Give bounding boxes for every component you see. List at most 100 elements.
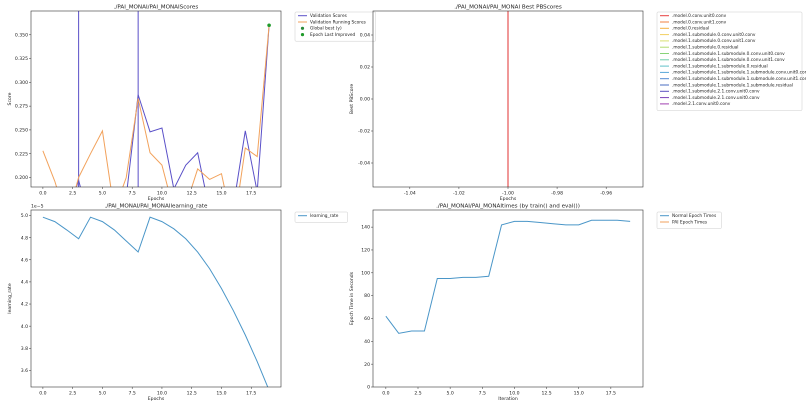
y-tick-label: 100 <box>361 270 370 276</box>
legend-entry: .model.1.submodule.1.submodule.1.submodu… <box>672 82 793 88</box>
legend-entry: .model.1.submodule.0.conv.unit1.conv <box>672 38 756 44</box>
plot-frame <box>372 10 644 188</box>
legend-entry: PAI Epoch Times <box>672 219 708 225</box>
legend-entry: Validation Scores <box>310 13 348 19</box>
legend-entry: Validation Running Scores <box>310 19 367 25</box>
x-tick-label: 7.5 <box>129 391 136 397</box>
plot-frame <box>30 10 282 188</box>
x-tick-label: 15.0 <box>574 391 584 397</box>
y-tick-label: 4.6 <box>21 257 28 263</box>
x-tick-label: 5.0 <box>446 391 453 397</box>
x-tick-label: 0.0 <box>39 391 46 397</box>
y-tick-label: 4.0 <box>21 324 28 330</box>
x-axis-label: Epochs <box>148 196 165 202</box>
y-tick-label: 0.02 <box>360 65 370 71</box>
chart-title: ./PAI_MONAI/PAI_MONAIScores <box>114 5 199 11</box>
legend-entry: .model.1.submodule.2.1.conv.unit0.conv <box>672 95 760 101</box>
y-tick-label: 4.8 <box>21 235 28 241</box>
legend-entry: .model.1.submodule.1.submodule.0.residua… <box>672 63 768 69</box>
x-tick-label: 15.0 <box>216 191 226 197</box>
x-tick-label: 2.5 <box>69 191 76 197</box>
x-tick-label: 12.5 <box>541 391 551 397</box>
x-tick-label: 7.5 <box>479 391 486 397</box>
y-tick-label: 4.4 <box>21 280 28 286</box>
legend-entry: Epoch Last Improved <box>310 32 356 38</box>
x-tick-label: 2.5 <box>69 391 76 397</box>
x-tick-label: 0.0 <box>39 191 46 197</box>
y-tick-label: 20 <box>364 362 370 368</box>
y-offset-label: 1e−5 <box>31 204 44 210</box>
legend-entry: .model.2.1.conv.unit0.conv <box>672 101 731 107</box>
legend-entry: .model.1.submodule.1.submodule.0.conv.un… <box>672 51 785 57</box>
x-tick-label: -0.98 <box>551 191 563 197</box>
legend-entry: .model.1.submodule.1.submodule.0.conv.un… <box>672 57 785 63</box>
chart-title: ./PAI_MONAI/PAI_MONAIlearning_rate <box>105 204 208 210</box>
x-tick-label: 10.0 <box>157 391 167 397</box>
x-tick-label: 17.5 <box>246 191 256 197</box>
series-line-1 <box>42 25 270 187</box>
x-tick-label: 10.0 <box>509 391 519 397</box>
legend-box <box>294 211 348 223</box>
y-axis-label: Epoch Time in Seconds <box>349 271 355 325</box>
chart-title: ./PAI_MONAI/PAI_MONAI Best PBScores <box>454 5 562 11</box>
legend-entry: .model.1.submodule.0.residual <box>672 45 739 51</box>
y-tick-label: 5.0 <box>21 213 28 219</box>
y-tick-label: 0.00 <box>360 97 370 103</box>
plot-area <box>42 11 270 187</box>
plot-area <box>42 216 269 387</box>
x-axis-label: Iteration <box>498 396 518 402</box>
series-line-0 <box>42 216 269 387</box>
series-line-0 <box>75 25 270 187</box>
x-tick-label: 12.5 <box>187 391 197 397</box>
x-tick-label: 10.0 <box>157 191 167 197</box>
x-tick-label: -0.96 <box>600 191 612 197</box>
x-tick-label: -1.00 <box>502 191 514 197</box>
series-line-0 <box>385 219 631 334</box>
y-tick-label: 0 <box>367 385 370 391</box>
legend-entry: .model.0.conv.unit0.conv <box>672 13 727 19</box>
legend-box <box>656 11 803 111</box>
legend-entry: .model.1.submodule.1.submodule.1.submodu… <box>672 70 806 76</box>
y-tick-label: 40 <box>364 339 370 345</box>
x-axis-label: Epochs <box>500 196 517 202</box>
chart-title: ./PAI_MONAI/PAI_MONAItimes (by train() a… <box>436 204 580 210</box>
y-tick-label: 0.300 <box>15 80 28 86</box>
legend-entry: .model.1.submodule.0.conv.unit0.conv <box>672 32 756 38</box>
y-tick-label: 0.225 <box>15 151 28 157</box>
y-tick-label: 0.200 <box>15 175 28 181</box>
plot-frame <box>372 209 644 388</box>
legend-entry: .model.0.conv.unit1.conv <box>672 19 727 25</box>
y-tick-label: 3.8 <box>21 346 28 352</box>
legend-entry: .model.1.submodule.1.submodule.1.submodu… <box>672 76 806 82</box>
x-tick-label: 0.0 <box>382 391 389 397</box>
x-tick-label: -1.02 <box>453 191 465 197</box>
plot-frame <box>30 209 282 388</box>
y-tick-label: 0.325 <box>15 56 28 62</box>
legend-entry: .model.0.residual <box>672 26 709 32</box>
legend-entry: learning_rate <box>310 213 339 219</box>
legend-dot <box>300 33 305 37</box>
y-tick-label: 120 <box>361 248 370 254</box>
legend-box <box>294 11 376 42</box>
x-tick-label: 2.5 <box>414 391 421 397</box>
y-tick-label: 0.250 <box>15 128 28 134</box>
y-tick-label: 80 <box>364 293 370 299</box>
plot-area <box>385 219 631 334</box>
x-tick-label: 17.5 <box>606 391 616 397</box>
x-tick-label: 15.0 <box>216 391 226 397</box>
y-tick-label: 4.2 <box>21 302 28 308</box>
legend-entry: .model.1.submodule.2.1.conv.unit0.conv <box>672 89 760 95</box>
legend-entry: Global best (y) <box>310 26 342 32</box>
y-tick-label: 3.6 <box>21 368 28 374</box>
y-tick-label: 60 <box>364 316 370 322</box>
legend-box <box>656 211 722 229</box>
y-axis-label: Score <box>7 92 13 105</box>
y-tick-label: 0.275 <box>15 104 28 110</box>
x-tick-label: -1.04 <box>404 191 416 197</box>
legend-entry: Normal Epoch Times <box>672 213 717 219</box>
y-tick-label: 0.04 <box>360 33 370 39</box>
y-tick-label: 140 <box>361 225 370 231</box>
x-tick-label: 5.0 <box>99 391 106 397</box>
legend-dot <box>300 26 305 30</box>
y-tick-label: 0.350 <box>15 32 28 38</box>
